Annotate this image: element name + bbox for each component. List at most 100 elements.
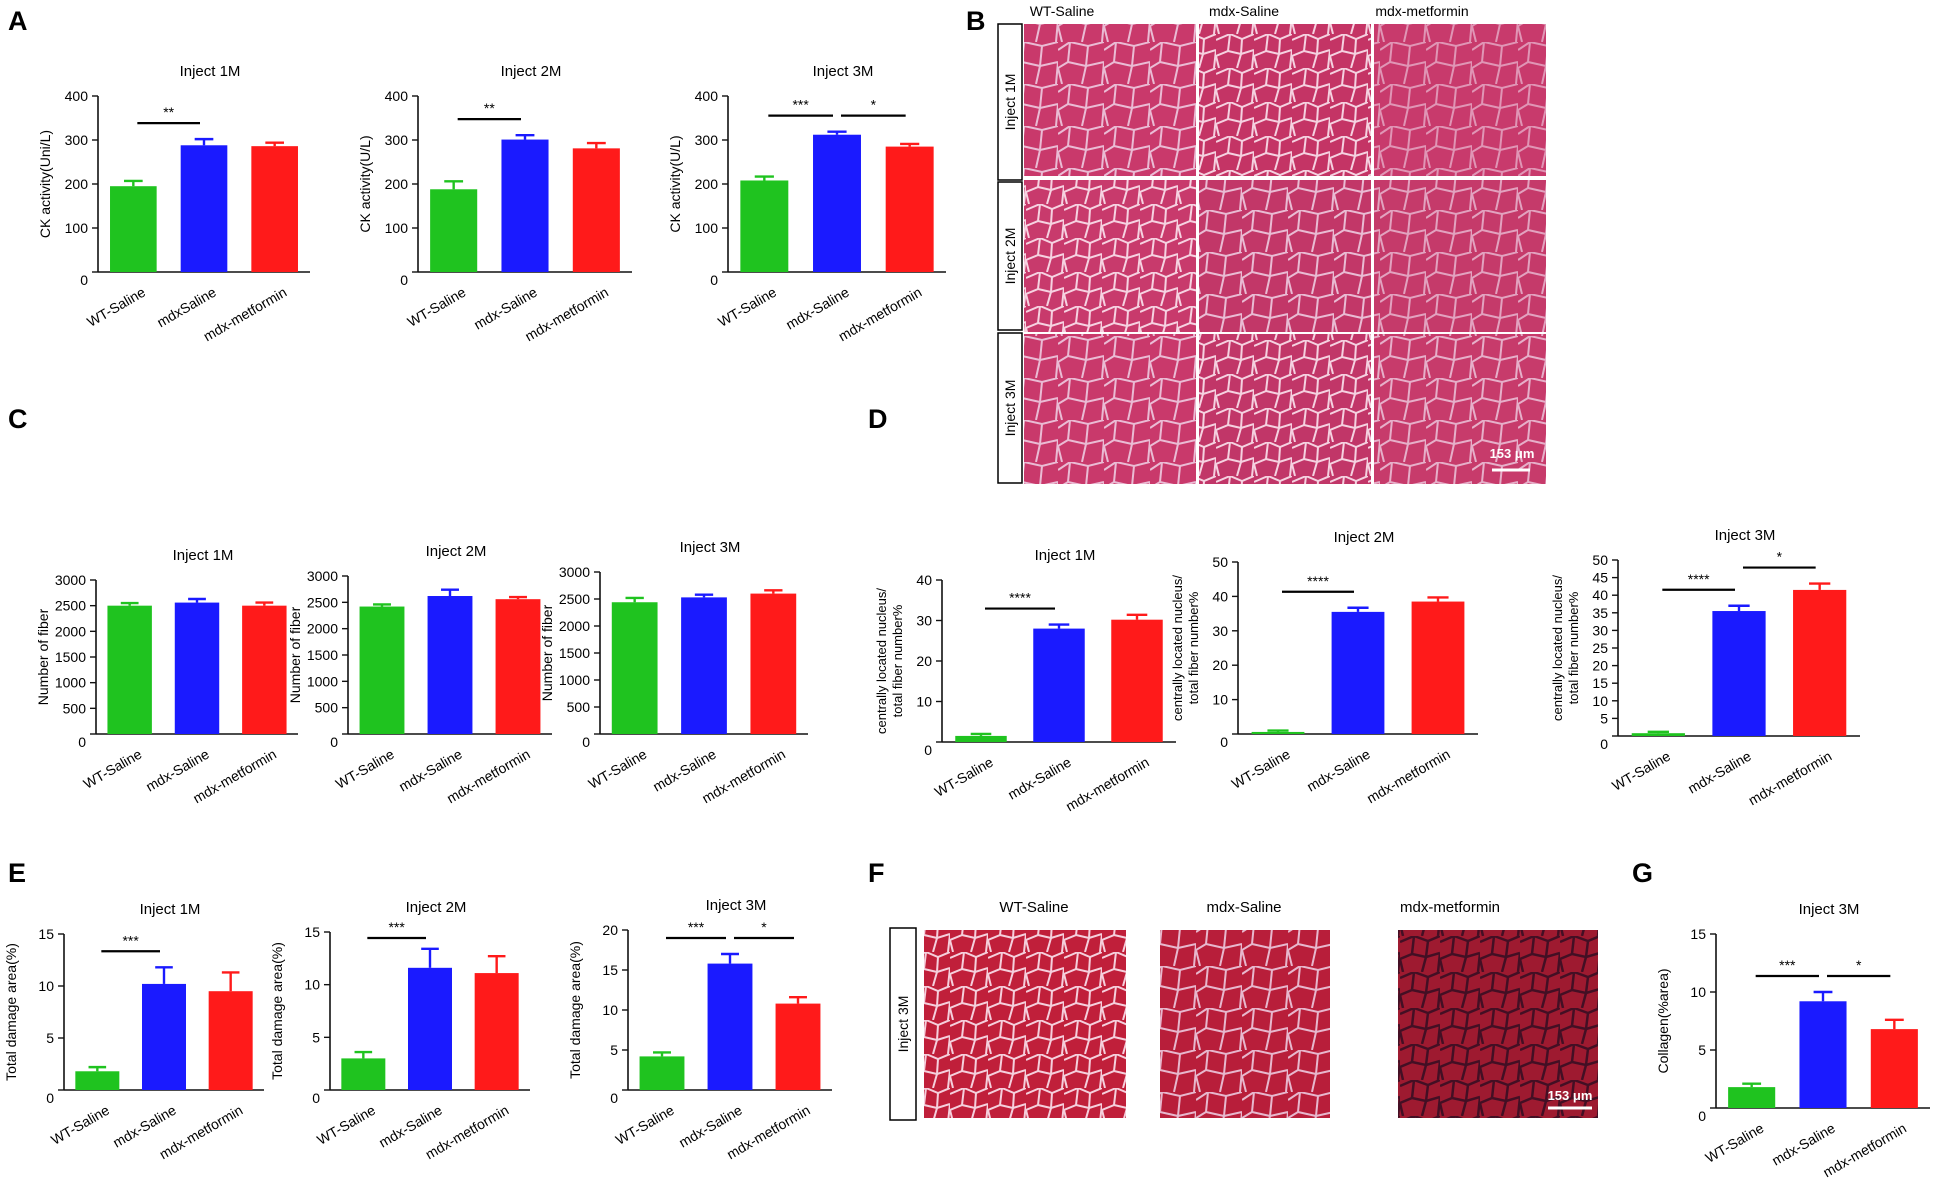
y-tick-label: 50	[1592, 552, 1608, 568]
bar-mdx-metformin	[1111, 619, 1163, 742]
bar-wt-saline	[1728, 1087, 1776, 1108]
bar-mdx-saline	[681, 597, 727, 734]
significance-label: ***	[1779, 957, 1796, 973]
y-axis-label: centrally located nucleus/total fiber nu…	[1170, 575, 1201, 721]
bar-mdx-saline	[408, 967, 452, 1090]
bar-chart-e3: Inject 3M Total damage area(%) 0 5 10 15 20 WT-…	[567, 897, 832, 1162]
significance-label: ****	[1688, 571, 1710, 587]
chart-title: Inject 3M	[813, 63, 874, 80]
chart-title: Inject 1M	[173, 547, 234, 564]
y-tick-label: 0	[80, 272, 88, 288]
micrograph-panel-f: WT-Saline mdx-Saline mdx-metformin Injec…	[889, 899, 1598, 1121]
significance-label: ***	[388, 919, 405, 935]
y-tick-label: 300	[695, 132, 719, 148]
y-tick-label: 2500	[55, 598, 86, 614]
micrograph-f-col-header-mdx: mdx-Saline	[1206, 899, 1281, 916]
chart-title: Inject 3M	[1715, 527, 1776, 544]
bar-mdx-metformin	[1870, 1029, 1918, 1108]
x-tick-label: mdx-metformin	[1364, 746, 1453, 807]
micrograph-f-row-label-box	[889, 927, 917, 1121]
y-tick-label: 500	[63, 700, 87, 716]
micrograph-panel-b: WT-Saline mdx-Saline mdx-metformin Injec…	[997, 3, 1546, 484]
y-tick-label: 200	[695, 176, 719, 192]
y-tick-label: 100	[385, 220, 409, 236]
y-tick-label: 30	[1212, 623, 1228, 639]
y-tick-label: 0	[610, 1090, 618, 1106]
y-tick-label: 20	[1592, 658, 1608, 674]
y-tick-label: 10	[304, 977, 320, 993]
chart-title: Inject 3M	[1799, 901, 1860, 918]
bar-mdx-metformin	[495, 599, 541, 734]
panel-label-a: A	[8, 6, 28, 36]
significance-label: *	[1777, 549, 1783, 565]
y-tick-label: 0	[1220, 734, 1228, 750]
bar-wt-saline	[740, 180, 789, 272]
y-tick-label: 2000	[55, 623, 86, 639]
chart-title: Inject 1M	[1035, 547, 1096, 564]
y-tick-label: 0	[78, 734, 86, 750]
x-tick-label: mdx-Saline	[1304, 746, 1373, 795]
y-tick-label: 40	[1212, 588, 1228, 604]
panel-label-b: B	[966, 6, 986, 36]
y-axis-label: centrally located nucleus/total fiber nu…	[1550, 575, 1581, 721]
bar-chart-a2: Inject 2M CK activity(U/L) 0 100 200 300 400 WT…	[357, 63, 632, 344]
chart-title: Inject 1M	[180, 63, 241, 80]
x-tick-label: WT-Saline	[404, 284, 468, 330]
micrograph-b-row-label-2: Inject 2M	[1002, 228, 1018, 285]
y-tick-label: 25	[1592, 640, 1608, 656]
x-tick-label: mdx-Saline	[1005, 754, 1074, 803]
y-tick-label: 0	[46, 1090, 54, 1106]
y-tick-label: 10	[1592, 693, 1608, 709]
y-tick-label: 5	[610, 1042, 618, 1058]
bar-wt-saline	[75, 1071, 120, 1090]
chart-title: Inject 2M	[501, 63, 562, 80]
y-tick-label: 40	[1592, 587, 1608, 603]
bar-mdx-metformin	[572, 148, 620, 272]
panel-label-c: C	[8, 404, 28, 434]
x-tick-label: WT-Saline	[333, 746, 397, 792]
bar-chart-d1: Inject 1M centrally located nucleus/total…	[874, 547, 1176, 814]
bar-mdx-metformin	[242, 605, 287, 734]
y-tick-label: 40	[916, 572, 932, 588]
bar-chart-d3: Inject 3M centrally located nucleus/total…	[1550, 527, 1860, 808]
y-tick-label: 15	[304, 924, 320, 940]
x-tick-label: WT-Saline	[314, 1102, 378, 1148]
bar-wt-saline	[359, 606, 405, 734]
significance-label: ****	[1009, 590, 1031, 606]
y-tick-label: 0	[400, 272, 408, 288]
y-tick-label: 45	[1592, 570, 1608, 586]
y-axis-label: Collagen(%area)	[1655, 968, 1671, 1073]
y-tick-label: 0	[330, 734, 338, 750]
y-tick-label: 15	[38, 926, 54, 942]
y-tick-label: 2000	[307, 621, 338, 637]
bar-mdx-metformin	[885, 146, 934, 272]
chart-title: Inject 2M	[426, 543, 487, 560]
y-tick-label: 0	[710, 272, 718, 288]
y-tick-label: 0	[1600, 736, 1608, 752]
y-tick-label: 15	[602, 962, 618, 978]
x-tick-label: WT-Saline	[1229, 746, 1293, 792]
y-tick-label: 0	[582, 734, 590, 750]
panel-label-d: D	[868, 404, 888, 434]
bar-mdx-saline	[1033, 628, 1085, 742]
micrograph-f-col-header-met: mdx-metformin	[1400, 899, 1500, 916]
bar-mdx-metformin	[208, 991, 253, 1090]
chart-title: Inject 3M	[680, 539, 741, 556]
chart-title: Inject 2M	[406, 899, 467, 916]
y-tick-label: 1000	[307, 673, 338, 689]
bar-chart-a1: Inject 1M CK activity(Uni/L) 0 100 200 300 400…	[37, 63, 310, 344]
x-tick-label: WT-Saline	[84, 284, 148, 330]
chart-title: Inject 3M	[706, 897, 767, 914]
x-tick-label: WT-Saline	[80, 746, 144, 792]
x-tick-label: mdxSaline	[154, 284, 219, 331]
y-axis-label: Number of fiber	[35, 608, 51, 705]
significance-label: ****	[1307, 573, 1329, 589]
micrograph-b-col-header-mdx: mdx-Saline	[1209, 3, 1279, 19]
significance-label: *	[871, 97, 877, 113]
bar-wt-saline	[611, 602, 658, 734]
significance-label: *	[761, 919, 767, 935]
x-tick-label: mdx-metformin	[1746, 748, 1835, 809]
significance-label: *	[1856, 957, 1862, 973]
y-axis-label: Total damage area(%)	[269, 942, 285, 1080]
y-tick-label: 10	[1212, 692, 1228, 708]
